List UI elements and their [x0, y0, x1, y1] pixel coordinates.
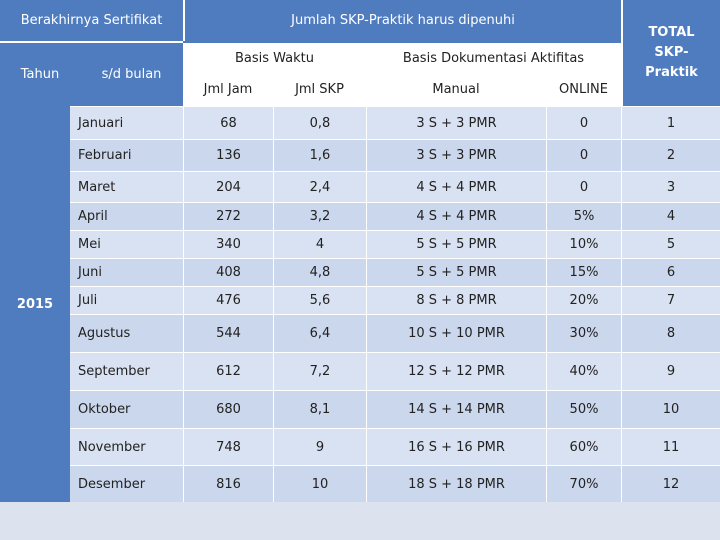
- cell-total: 2: [621, 139, 720, 171]
- cell-jam: 136: [183, 139, 273, 171]
- cell-total: 5: [621, 230, 720, 258]
- cell-total: 3: [621, 171, 720, 202]
- cell-skp: 2,4: [273, 171, 366, 202]
- header-online: ONLINE: [546, 73, 621, 106]
- year-cell: 2015: [0, 106, 70, 502]
- cell-manual: 5 S + 5 PMR: [366, 258, 546, 286]
- cell-bulan: April: [70, 202, 183, 230]
- header-berakhir: Berakhirnya Sertifikat: [0, 0, 183, 41]
- cell-bulan: Januari: [70, 106, 183, 139]
- cell-online: 40%: [546, 352, 621, 390]
- cell-total: 11: [621, 428, 720, 465]
- cell-skp: 4: [273, 230, 366, 258]
- cell-total: 6: [621, 258, 720, 286]
- cell-jam: 408: [183, 258, 273, 286]
- cell-jam: 272: [183, 202, 273, 230]
- cell-online: 20%: [546, 286, 621, 314]
- cell-bulan: Juli: [70, 286, 183, 314]
- cell-skp: 0,8: [273, 106, 366, 139]
- cell-manual: 14 S + 14 PMR: [366, 390, 546, 428]
- cell-jam: 544: [183, 314, 273, 352]
- cell-skp: 10: [273, 465, 366, 502]
- cell-manual: 12 S + 12 PMR: [366, 352, 546, 390]
- cell-manual: 3 S + 3 PMR: [366, 139, 546, 171]
- cell-total: 1: [621, 106, 720, 139]
- cell-online: 0: [546, 139, 621, 171]
- cell-online: 60%: [546, 428, 621, 465]
- cell-total: 7: [621, 286, 720, 314]
- cell-manual: 18 S + 18 PMR: [366, 465, 546, 502]
- cell-bulan: Oktober: [70, 390, 183, 428]
- header-jml-jam: Jml Jam: [183, 73, 273, 106]
- cell-skp: 6,4: [273, 314, 366, 352]
- cell-online: 10%: [546, 230, 621, 258]
- header-jumlah: Jumlah SKP-Praktik harus dipenuhi: [183, 0, 621, 41]
- cell-total: 4: [621, 202, 720, 230]
- cell-manual: 8 S + 8 PMR: [366, 286, 546, 314]
- header-jml-skp: Jml SKP: [273, 73, 366, 106]
- cell-manual: 4 S + 4 PMR: [366, 202, 546, 230]
- cell-bulan: Agustus: [70, 314, 183, 352]
- header-basis-waktu: Basis Waktu: [183, 41, 366, 73]
- cell-jam: 612: [183, 352, 273, 390]
- cell-bulan: November: [70, 428, 183, 465]
- cell-jam: 680: [183, 390, 273, 428]
- cell-online: 5%: [546, 202, 621, 230]
- cell-manual: 5 S + 5 PMR: [366, 230, 546, 258]
- header-manual: Manual: [366, 73, 546, 106]
- cell-bulan: Juni: [70, 258, 183, 286]
- header-tahun: Tahun: [0, 41, 80, 106]
- cell-skp: 8,1: [273, 390, 366, 428]
- cell-total: 12: [621, 465, 720, 502]
- cell-online: 0: [546, 106, 621, 139]
- cell-skp: 9: [273, 428, 366, 465]
- cell-jam: 204: [183, 171, 273, 202]
- cell-skp: 4,8: [273, 258, 366, 286]
- cell-bulan: Februari: [70, 139, 183, 171]
- cell-total: 10: [621, 390, 720, 428]
- cell-jam: 748: [183, 428, 273, 465]
- cell-jam: 816: [183, 465, 273, 502]
- cell-bulan: Mei: [70, 230, 183, 258]
- cell-online: 15%: [546, 258, 621, 286]
- cell-online: 30%: [546, 314, 621, 352]
- header-sd-bulan: s/d bulan: [80, 41, 183, 106]
- header-basis-dok: Basis Dokumentasi Aktifitas: [366, 41, 621, 73]
- cell-manual: 4 S + 4 PMR: [366, 171, 546, 202]
- cell-manual: 10 S + 10 PMR: [366, 314, 546, 352]
- cell-online: 70%: [546, 465, 621, 502]
- cell-skp: 5,6: [273, 286, 366, 314]
- cell-online: 50%: [546, 390, 621, 428]
- cell-jam: 68: [183, 106, 273, 139]
- cell-manual: 16 S + 16 PMR: [366, 428, 546, 465]
- header-total: TOTAL SKP-Praktik: [621, 0, 720, 106]
- cell-total: 9: [621, 352, 720, 390]
- cell-manual: 3 S + 3 PMR: [366, 106, 546, 139]
- cell-bulan: Desember: [70, 465, 183, 502]
- cell-total: 8: [621, 314, 720, 352]
- cell-bulan: September: [70, 352, 183, 390]
- cell-skp: 3,2: [273, 202, 366, 230]
- cell-bulan: Maret: [70, 171, 183, 202]
- cell-online: 0: [546, 171, 621, 202]
- cell-jam: 340: [183, 230, 273, 258]
- cell-skp: 1,6: [273, 139, 366, 171]
- cell-jam: 476: [183, 286, 273, 314]
- cell-skp: 7,2: [273, 352, 366, 390]
